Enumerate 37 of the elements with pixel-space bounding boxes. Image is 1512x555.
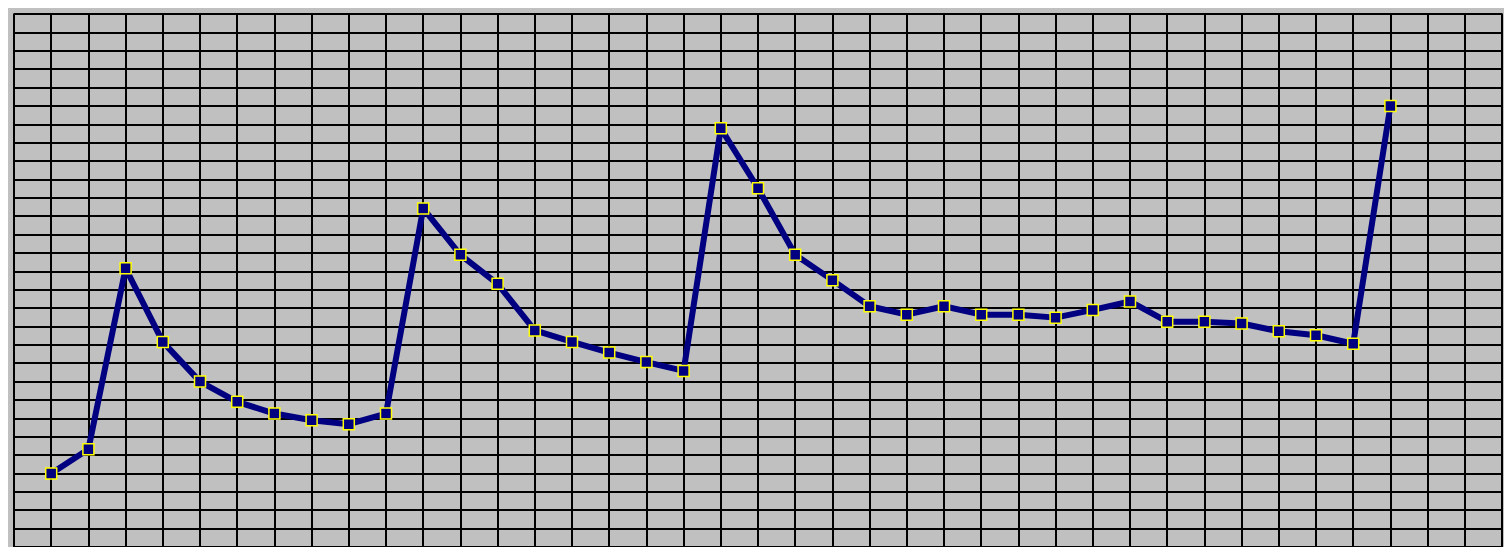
point bbox=[1309, 329, 1323, 342]
point bbox=[602, 346, 616, 359]
point bbox=[974, 308, 988, 321]
point bbox=[751, 181, 765, 195]
point bbox=[528, 324, 542, 337]
point bbox=[565, 335, 579, 349]
point bbox=[342, 417, 356, 431]
point bbox=[677, 364, 690, 378]
point bbox=[1272, 324, 1286, 338]
point bbox=[156, 335, 170, 349]
point bbox=[1160, 315, 1174, 328]
point bbox=[44, 467, 58, 480]
point bbox=[714, 122, 728, 135]
point bbox=[1123, 295, 1137, 308]
point bbox=[416, 202, 430, 215]
point bbox=[379, 407, 393, 420]
point bbox=[937, 299, 951, 313]
point bbox=[1346, 337, 1360, 350]
point bbox=[491, 277, 504, 291]
point bbox=[82, 442, 95, 456]
point bbox=[193, 375, 207, 388]
point bbox=[826, 273, 839, 287]
point bbox=[788, 248, 802, 262]
point bbox=[119, 262, 132, 275]
point bbox=[1384, 99, 1397, 113]
point bbox=[640, 355, 653, 369]
point bbox=[454, 248, 467, 262]
point bbox=[268, 407, 281, 420]
point bbox=[1049, 311, 1062, 324]
point bbox=[1198, 315, 1211, 328]
point bbox=[863, 299, 876, 313]
point bbox=[1086, 303, 1100, 317]
point bbox=[230, 395, 244, 409]
point bbox=[900, 308, 914, 321]
point bbox=[1235, 317, 1248, 330]
point bbox=[1012, 308, 1025, 321]
point bbox=[305, 413, 318, 427]
